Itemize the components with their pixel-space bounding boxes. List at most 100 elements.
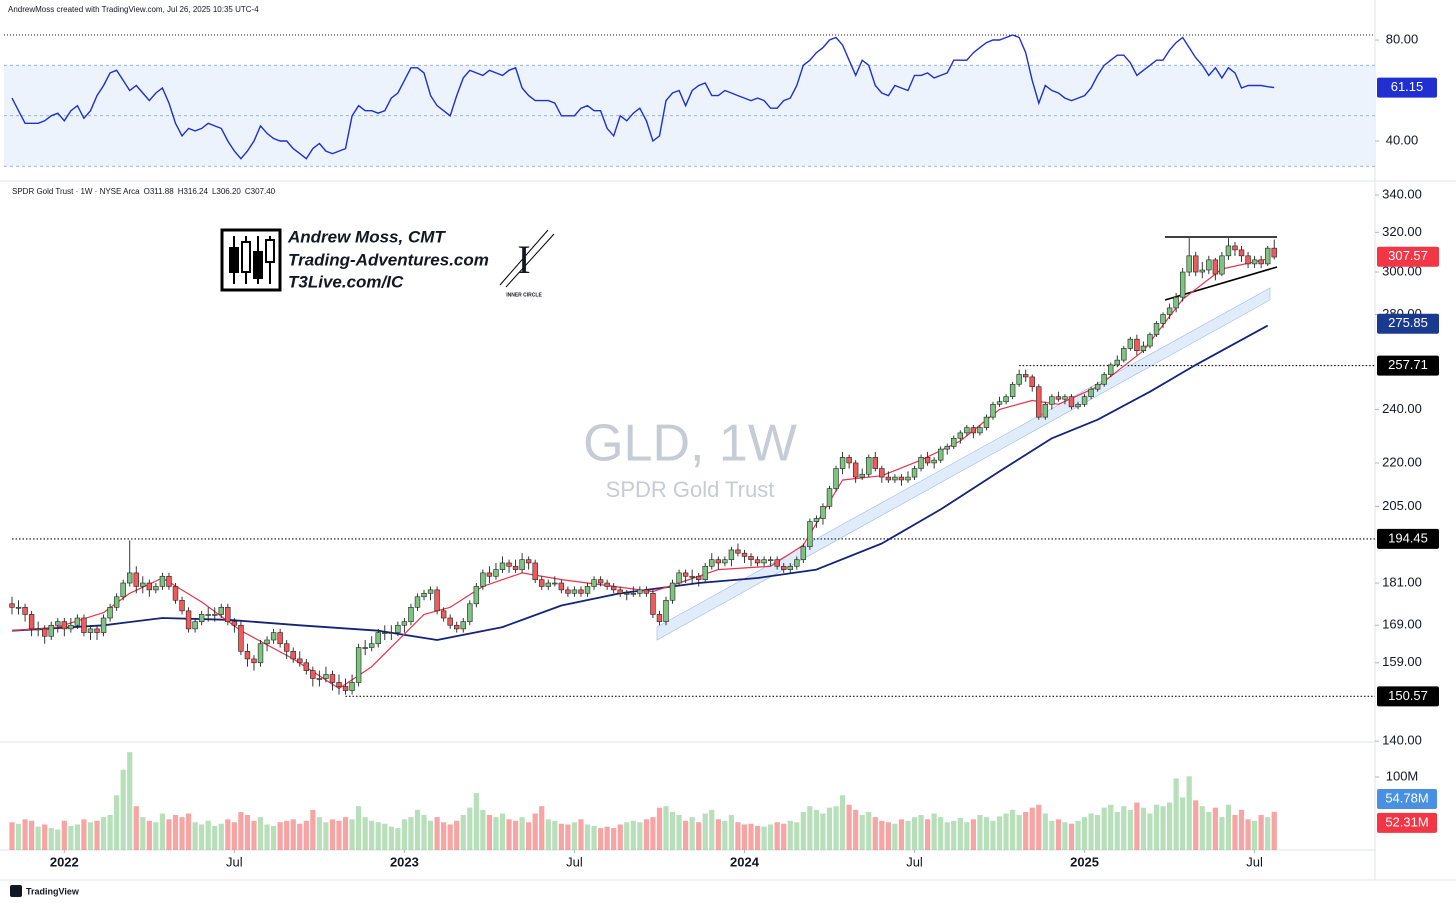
legend-ohlc: L306.20 <box>212 187 241 196</box>
candle-body <box>61 621 68 630</box>
candle-body <box>951 437 957 447</box>
candle-body <box>22 607 28 615</box>
candle-body <box>924 457 931 464</box>
logo-stroke <box>505 233 555 288</box>
volume-bar <box>1068 823 1075 850</box>
footer-brand: TradingView <box>26 886 80 896</box>
volume-bar <box>454 820 460 850</box>
volume-bar <box>925 819 931 850</box>
candle-body <box>460 621 466 630</box>
candle-body <box>1264 247 1271 265</box>
volume-bar <box>1232 814 1238 850</box>
volume-bar <box>754 825 761 850</box>
volume-bar <box>892 823 898 850</box>
candle-body <box>375 632 381 645</box>
candle-body <box>290 650 296 660</box>
y-tick-label: 300.00 <box>1382 263 1422 278</box>
volume-bar <box>1258 814 1264 850</box>
volume-bar <box>552 820 558 850</box>
author-logo: Andrew Moss, CMT Trading-Adventures.com … <box>220 227 555 298</box>
candle-body <box>100 617 107 633</box>
volume-bar <box>768 824 774 850</box>
volume-bar <box>1212 807 1218 850</box>
volume-bar <box>905 820 911 850</box>
y-tick-label: 205.00 <box>1382 498 1422 513</box>
volume-bar <box>617 824 623 850</box>
candle-body <box>846 457 852 464</box>
candle-body <box>342 686 349 691</box>
candle-body <box>617 589 623 594</box>
candle-body <box>957 432 964 439</box>
y-tick-label: 40.00 <box>1386 132 1419 147</box>
volume-bar <box>1219 817 1225 850</box>
volume-bar <box>74 824 80 850</box>
candle-body <box>1160 314 1166 324</box>
volume-bar <box>931 813 937 850</box>
candle-body <box>558 582 565 591</box>
candle-body <box>310 670 316 679</box>
candle-body <box>1068 396 1075 408</box>
volume-bar <box>1081 817 1088 850</box>
volume-bar <box>1245 819 1251 850</box>
volume-bar <box>486 814 493 850</box>
volume-bar <box>1271 811 1277 850</box>
volume-bar <box>807 806 813 850</box>
candle-body <box>964 427 970 434</box>
volume-bar <box>146 820 152 850</box>
volume-bar <box>290 819 296 850</box>
candle-body <box>408 607 414 622</box>
candle-body <box>107 607 113 619</box>
volume-bar <box>872 817 878 850</box>
volume-bar <box>611 828 617 850</box>
candle-body <box>198 614 205 622</box>
volume-bar <box>630 820 636 850</box>
volume-bar <box>761 826 767 850</box>
candle-body <box>682 572 689 577</box>
candle-body <box>48 624 54 637</box>
volume-bar <box>153 822 159 850</box>
volume-bar <box>297 823 303 850</box>
volume-bar <box>650 817 656 850</box>
candle-body <box>421 593 427 598</box>
volume-bar <box>493 817 499 850</box>
candle-body <box>839 457 846 469</box>
volume-bar <box>1003 813 1009 850</box>
candle-body <box>1081 396 1088 405</box>
candle-body <box>1134 338 1140 352</box>
candle-body <box>597 579 604 584</box>
candle-body <box>362 647 368 649</box>
candle-body <box>767 559 774 561</box>
volume-bar <box>1199 806 1205 850</box>
candle-body <box>355 647 362 683</box>
candle-body <box>532 562 538 580</box>
candle-body <box>94 628 100 633</box>
candle-body <box>722 559 728 564</box>
volume-bar <box>9 822 15 850</box>
candle-body <box>689 575 695 578</box>
volume-bar <box>48 828 54 850</box>
x-tick-label: 2023 <box>390 854 419 869</box>
volume-bar <box>212 825 218 850</box>
volume-bar <box>990 820 996 850</box>
candle-body <box>1140 345 1147 352</box>
volume-bar <box>460 814 466 850</box>
candle-body <box>9 603 15 608</box>
volume-bar <box>100 817 107 850</box>
candle-body <box>728 549 735 560</box>
volume-bar <box>395 828 401 850</box>
legend-ohlc: O311.88 <box>144 187 175 196</box>
y-tick-label: 340.00 <box>1382 186 1422 201</box>
volume-bar <box>29 820 35 850</box>
candle-body <box>794 559 800 567</box>
volume-bar <box>1265 817 1271 850</box>
volume-bar <box>1134 802 1140 850</box>
volume-bar <box>1225 804 1232 850</box>
volume-bar <box>879 820 885 850</box>
volume-bar <box>441 822 447 850</box>
volume-bar <box>800 812 806 850</box>
volume-bar <box>558 823 564 850</box>
candle-body <box>774 559 780 567</box>
author-line: T3Live.com/IC <box>288 272 404 291</box>
